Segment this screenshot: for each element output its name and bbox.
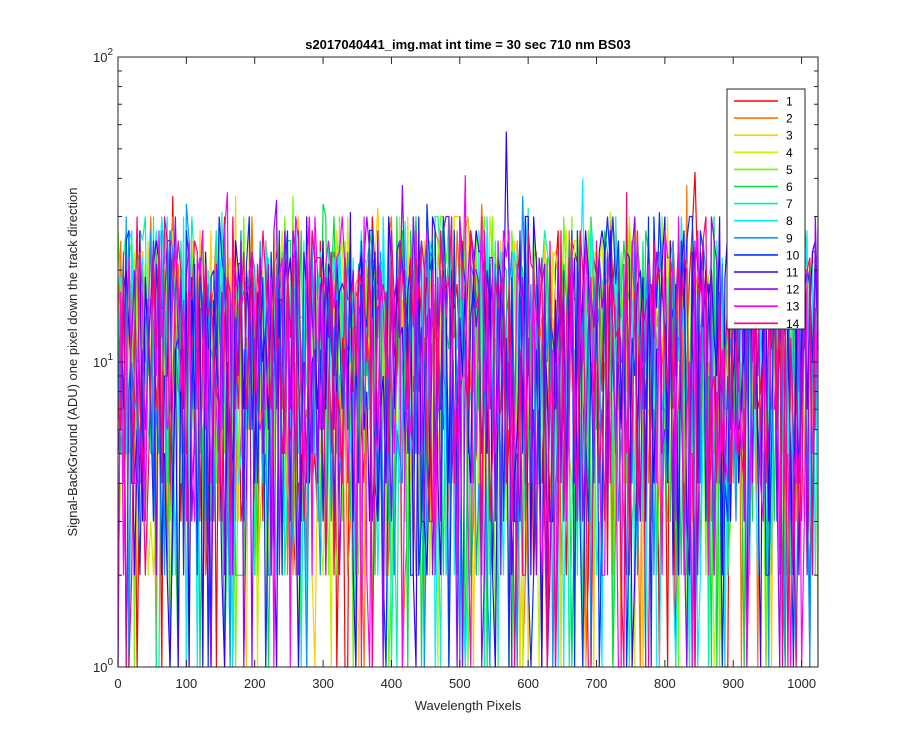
y-tick-label: 102 xyxy=(93,47,113,65)
x-tick-label: 900 xyxy=(722,676,744,691)
legend-label: 13 xyxy=(786,300,800,314)
legend-entry-7: 7 xyxy=(734,197,793,211)
legend-label: 9 xyxy=(786,231,793,245)
legend-label: 4 xyxy=(786,146,793,160)
legend-entry-12: 12 xyxy=(734,283,800,297)
legend-entry-5: 5 xyxy=(734,163,793,177)
legend-entry-10: 10 xyxy=(734,248,800,262)
legend-entry-9: 9 xyxy=(734,231,793,245)
legend-entry-14: 14 xyxy=(734,317,800,331)
legend-label: 11 xyxy=(786,266,799,280)
x-tick-label: 500 xyxy=(449,676,471,691)
legend-entry-4: 4 xyxy=(734,146,793,160)
legend-entry-8: 8 xyxy=(734,214,793,228)
x-axis-ticks: 0 100 200 300 400 500 600 700 800 900 1000 xyxy=(114,57,816,691)
legend-entry-3: 3 xyxy=(734,129,793,143)
legend-label: 7 xyxy=(786,197,793,211)
x-tick-label: 800 xyxy=(654,676,676,691)
x-tick-label: 1000 xyxy=(787,676,816,691)
legend-label: 2 xyxy=(786,112,793,126)
chart-title: s2017040441_img.mat int time = 30 sec 71… xyxy=(305,37,631,52)
series-line-14 xyxy=(117,192,818,668)
x-tick-label: 100 xyxy=(176,676,198,691)
y-tick-label: 100 xyxy=(93,657,113,675)
x-tick-label: 300 xyxy=(312,676,334,691)
series-line-8 xyxy=(117,178,819,668)
legend-label: 12 xyxy=(786,283,800,297)
series-group xyxy=(117,131,819,668)
legend-label: 6 xyxy=(786,180,793,194)
legend-label: 1 xyxy=(786,95,793,109)
legend-entry-2: 2 xyxy=(734,112,793,126)
legend-entry-6: 6 xyxy=(734,180,793,194)
legend-label: 8 xyxy=(786,214,793,228)
y-axis-label: Signal-BackGround (ADU) one pixel down t… xyxy=(65,187,80,536)
legend-label: 5 xyxy=(786,163,793,177)
legend-entry-13: 13 xyxy=(734,300,800,314)
y-tick-label: 101 xyxy=(93,352,113,370)
x-tick-label: 0 xyxy=(114,676,121,691)
plot-area xyxy=(117,131,819,668)
x-tick-label: 200 xyxy=(244,676,266,691)
legend-entry-11: 11 xyxy=(734,266,799,280)
x-tick-label: 400 xyxy=(381,676,403,691)
x-tick-label: 700 xyxy=(586,676,608,691)
x-axis-label: Wavelength Pixels xyxy=(415,698,522,713)
legend-label: 10 xyxy=(786,248,800,262)
legend-label: 3 xyxy=(786,129,793,143)
legend-entry-1: 1 xyxy=(734,95,793,109)
x-tick-label: 600 xyxy=(517,676,539,691)
legend-label: 14 xyxy=(786,317,800,331)
series-line-13 xyxy=(117,175,819,668)
